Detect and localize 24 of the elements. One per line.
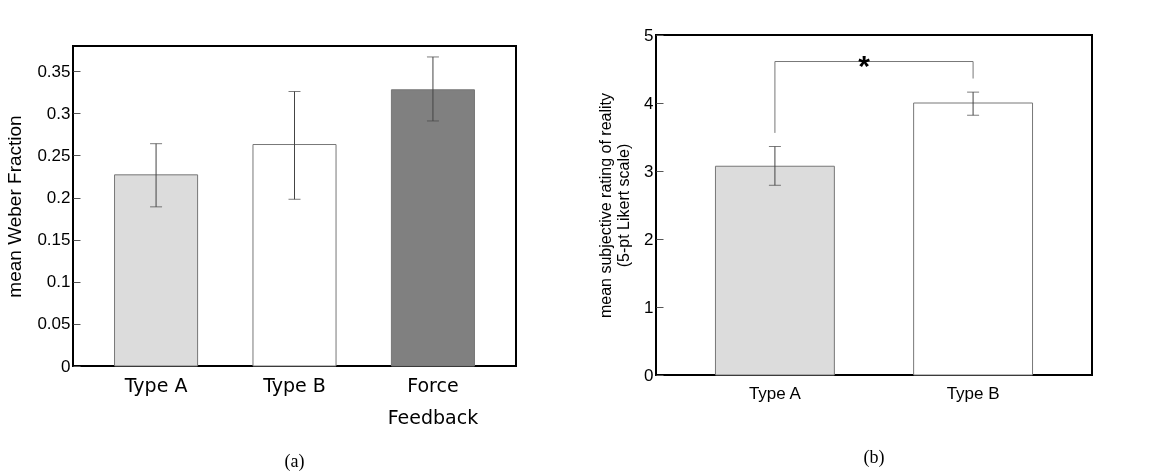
text: (b) xyxy=(863,447,885,468)
y-tick-label: 4 xyxy=(644,93,654,113)
y-tick-label: 0.25 xyxy=(37,145,71,165)
annotation: * xyxy=(858,48,871,82)
x-tick-label: Type B xyxy=(946,383,1000,403)
x-tick-label: Type A xyxy=(123,373,188,396)
y-tick-label: 0 xyxy=(61,356,71,376)
y-tick-label: 3 xyxy=(644,161,654,181)
y-tick-label: 0 xyxy=(644,365,654,385)
y-axis-title: mean subjective rating of reality (5-pt Likert scale) xyxy=(597,93,633,318)
y-tick-label: 0.05 xyxy=(37,314,71,334)
x-tick-label: Force Feedback xyxy=(387,373,479,428)
y-axis-title: mean Weber Fraction xyxy=(4,115,26,298)
y-tick-label: 0.15 xyxy=(37,230,71,250)
x-tick-label: Type A xyxy=(748,383,802,403)
text: (a) xyxy=(284,451,305,472)
x-tick-label: Type B xyxy=(262,373,326,396)
y-tick-label: 0.2 xyxy=(46,188,71,208)
y-tick-label: 5 xyxy=(644,25,654,45)
y-tick-label: 2 xyxy=(644,229,654,249)
y-tick-label: 0.1 xyxy=(46,272,71,292)
y-tick-label: 0.35 xyxy=(37,61,71,81)
y-tick-label: 0.3 xyxy=(46,103,71,123)
y-tick-label: 1 xyxy=(644,297,654,317)
